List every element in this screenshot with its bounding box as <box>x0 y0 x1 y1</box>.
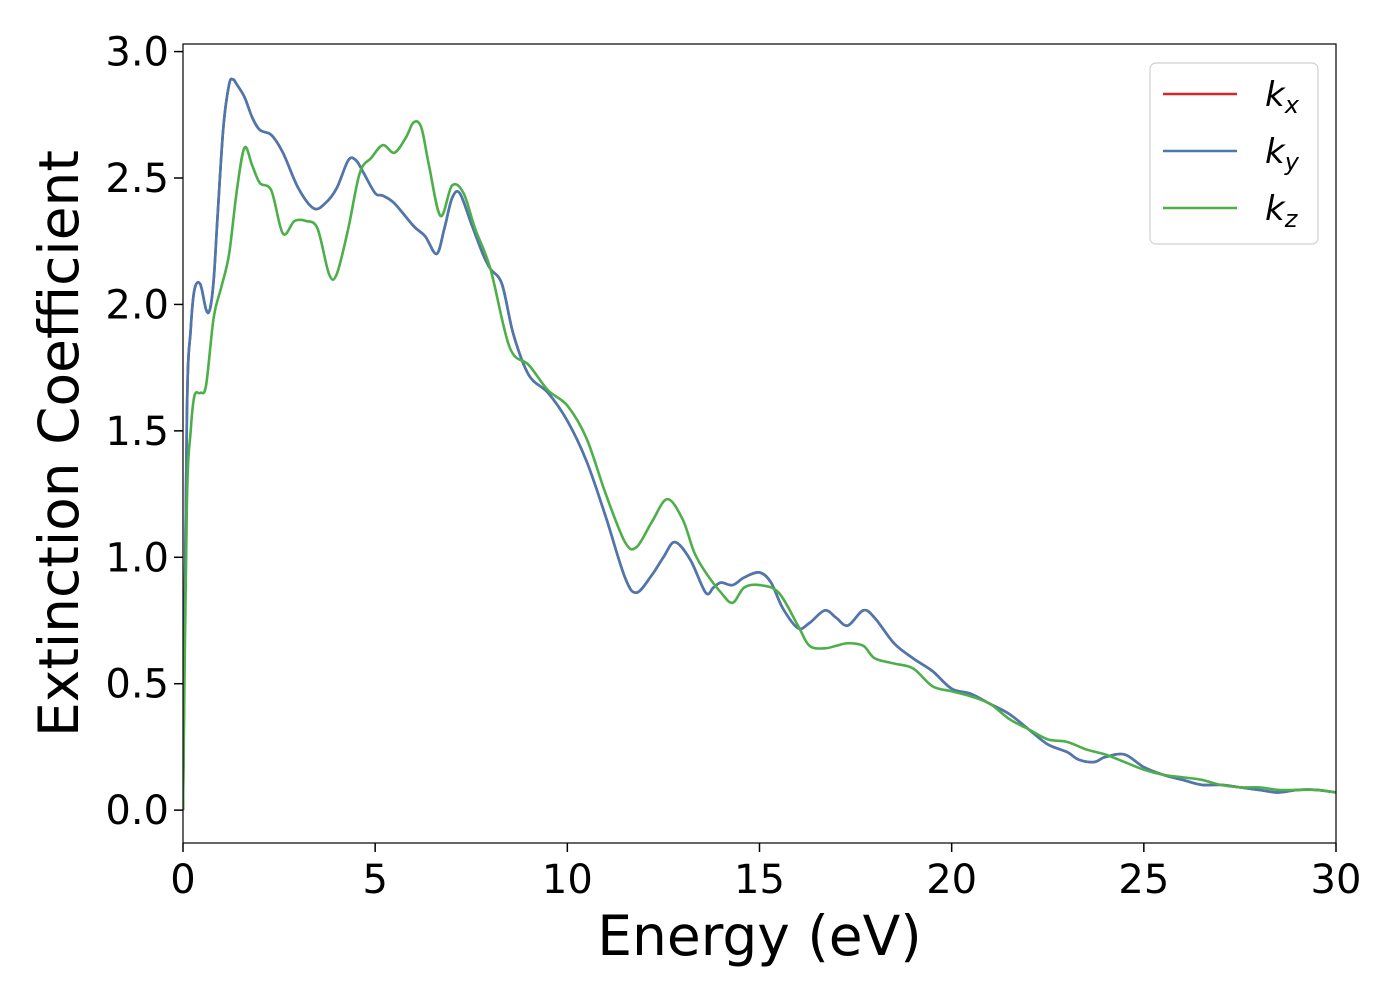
legend-label-z: kz <box>1265 189 1299 233</box>
legend-box <box>1149 62 1319 245</box>
y-tick-label: 2.0 <box>105 282 169 328</box>
axis-ticks: 0 5 10 15 20 25 30 0.0 0.5 1.0 1.5 2.0 2.5 3.0 <box>105 30 1361 903</box>
y-tick-label: 0.0 <box>105 788 169 834</box>
legend: kx ky kz <box>1149 62 1319 245</box>
y-tick-label: 3.0 <box>105 30 169 76</box>
y-tick-label: 0.5 <box>105 662 169 708</box>
x-tick-label: 5 <box>362 857 387 903</box>
x-tick-label: 30 <box>1311 857 1362 903</box>
x-tick-label: 10 <box>542 857 593 903</box>
y-axis-label: Extinction Coefficient <box>27 150 91 737</box>
series-lines <box>183 77 1336 811</box>
legend-label-y: ky <box>1265 132 1300 176</box>
y-tick-label: 2.5 <box>105 156 169 202</box>
legend-label-x: kx <box>1265 75 1300 119</box>
x-tick-label: 0 <box>170 857 195 903</box>
series-line-y <box>183 77 1336 811</box>
x-axis-label: Energy (eV) <box>597 904 921 968</box>
x-tick-label: 25 <box>1118 857 1169 903</box>
x-tick-label: 20 <box>926 857 977 903</box>
series-line-z <box>183 120 1336 811</box>
x-tick-label: 15 <box>734 857 785 903</box>
y-tick-label: 1.0 <box>105 535 169 581</box>
y-tick-label: 1.5 <box>105 409 169 455</box>
